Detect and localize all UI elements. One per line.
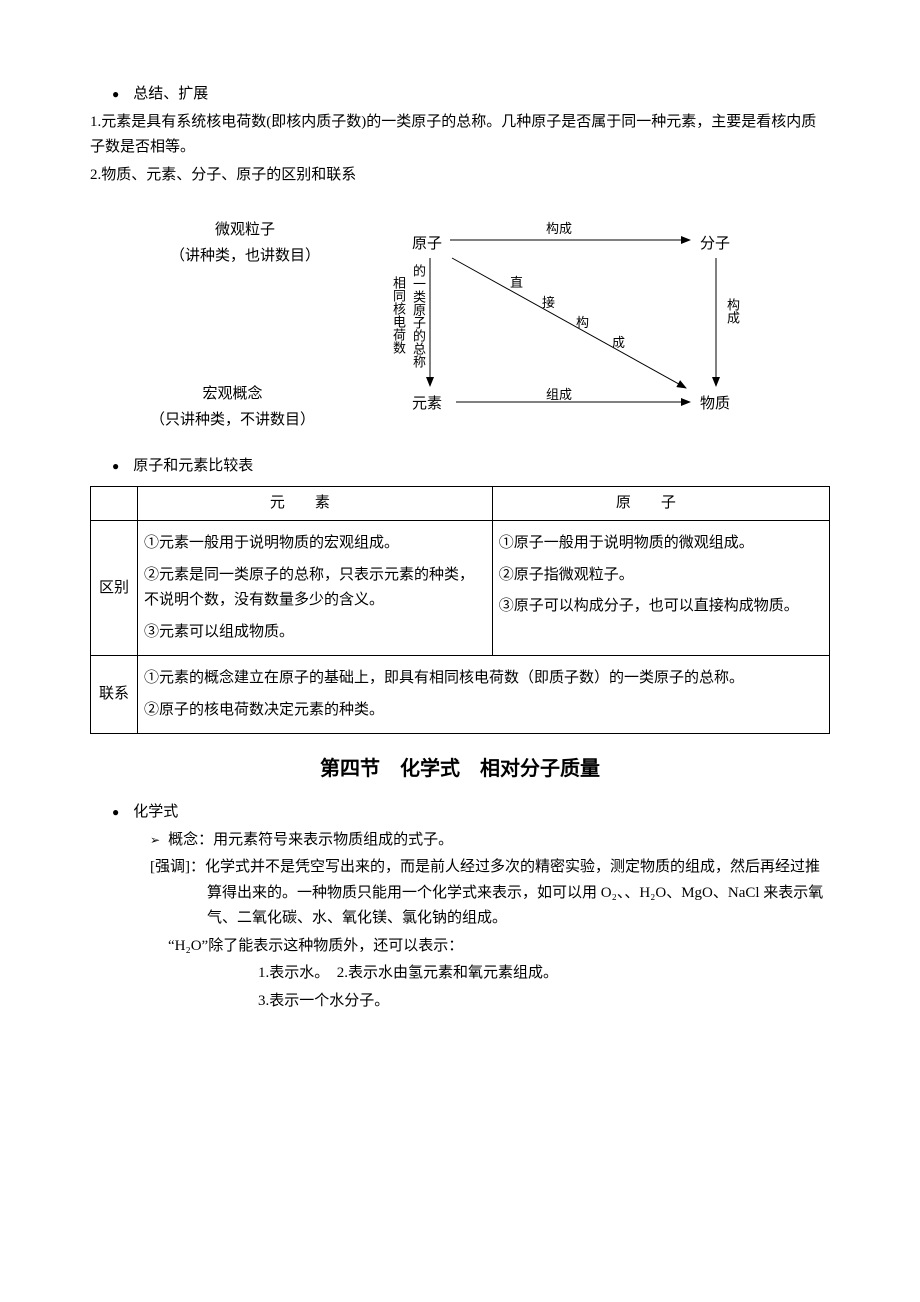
node-matter: 物质 [700,392,730,418]
edge-label-top: 构成 [546,218,572,240]
diagram-left-bot: 宏观概念 （只讲种类，不讲数目） [150,382,315,433]
diff-elem-b: ②元素是同一类原子的总称，只表示元素的种类，不说明个数，没有数量多少的含义。 [144,563,486,614]
summary-p1-text: 1.元素是具有系统核电荷数(即核内质子数)的一类原子的总称。几种原子是否属于同一… [90,114,816,156]
diagram-left-top-2: （讲种类，也讲数目） [170,248,320,264]
diff-atom-b: ②原子指微观粒子。 [499,563,823,589]
table-row: 联系 ①元素的概念建立在原子的基础上，即具有相同核电荷数（即质子数）的一类原子的… [91,656,830,734]
formula-concept-row: ➢ 概念：用元素符号来表示物质组成的式子。 [150,828,830,854]
table-row: 区别 ①元素一般用于说明物质的宏观组成。 ②元素是同一类原子的总称，只表示元素的… [91,521,830,656]
diff-atom-c: ③原子可以构成分子，也可以直接构成物质。 [499,594,823,620]
cell-diff-atom: ①原子一般用于说明物质的微观组成。 ②原子指微观粒子。 ③原子可以构成分子，也可… [492,521,829,656]
diag-d1: 直 [510,272,523,294]
emphasis-body: 化学式并不是凭空写出来的，而是前人经过多次的精密实验，测定物质的组成，然后再经过… [205,859,823,926]
emphasis-label: [强调]： [150,859,205,875]
formula-heading: 化学式 [133,800,178,826]
node-molecule: 分子 [700,232,730,258]
summary-p2: 2.物质、元素、分子、原子的区别和联系 [90,163,830,189]
emphasis-block: [强调]：化学式并不是凭空写出来的，而是前人经过多次的精密实验，测定物质的组成，… [150,855,830,932]
edge-label-bottom: 组成 [546,384,572,406]
summary-heading-row: ● 总结、扩展 [90,82,830,108]
table-row: 元素 原子 [91,486,830,521]
bullet-icon: ● [112,802,119,822]
col-header-atom: 原子 [492,486,829,521]
diagram-left-bot-2: （只讲种类，不讲数目） [150,412,315,428]
rowhdr-diff-text: 区别 [99,580,129,596]
triangle-icon: ➢ [150,830,160,850]
vtext-right: 构成 [724,298,739,324]
diff-atom-a: ①原子一般用于说明物质的微观组成。 [499,531,823,557]
corner-cell [91,486,138,521]
rowhdr-rel: 联系 [91,656,138,734]
cell-diff-element: ①元素一般用于说明物质的宏观组成。 ②元素是同一类原子的总称，只表示元素的种类，… [138,521,493,656]
node-atom: 原子 [412,232,442,258]
rowhdr-rel-text: 联系 [99,686,129,702]
diff-elem-a: ①元素一般用于说明物质的宏观组成。 [144,531,486,557]
concept-diagram: 微观粒子 （讲种类，也讲数目） 宏观概念 （只讲种类，不讲数目） 原子 分子 元… [90,206,830,436]
summary-heading: 总结、扩展 [133,82,208,108]
vtext-col2: 的一类原子的总称 [410,264,425,368]
rel-a: ①元素的概念建立在原子的基础上，即具有相同核电荷数（即质子数）的一类原子的总称。 [144,666,823,692]
h2o-list-12: 1.表示水。 2.表示水由氢元素和氧元素组成。 [258,961,830,987]
rowhdr-diff: 区别 [91,521,138,656]
h2o-line: “H₂O”除了能表示这种物质外，还可以表示： [168,934,830,960]
summary-p1: 1.元素是具有系统核电荷数(即核内质子数)的一类原子的总称。几种原子是否属于同一… [90,110,830,161]
compare-heading-row: ● 原子和元素比较表 [90,454,830,480]
compare-table: 元素 原子 区别 ①元素一般用于说明物质的宏观组成。 ②元素是同一类原子的总称，… [90,486,830,735]
diff-elem-c: ③元素可以组成物质。 [144,620,486,646]
diagram-left-bot-1: 宏观概念 [203,386,263,402]
formula-heading-row: ● 化学式 [90,800,830,826]
diagram-left-top: 微观粒子 （讲种类，也讲数目） [170,218,320,269]
diagram-left-top-1: 微观粒子 [215,222,275,238]
col-header-element: 元素 [138,486,493,521]
diag-d2: 接 [542,292,555,314]
node-element: 元素 [412,392,442,418]
compare-heading: 原子和元素比较表 [133,454,253,480]
formula-concept: 概念：用元素符号来表示物质组成的式子。 [168,828,453,854]
bullet-icon: ● [112,456,119,476]
summary-p2-text: 2.物质、元素、分子、原子的区别和联系 [90,167,356,183]
vtext-col1: 相同核电荷数 [390,276,405,354]
diag-d3: 构 [576,312,589,334]
h2o-list-3: 3.表示一个水分子。 [258,989,830,1015]
cell-relation: ①元素的概念建立在原子的基础上，即具有相同核电荷数（即质子数）的一类原子的总称。… [138,656,830,734]
diag-d4: 成 [612,332,625,354]
section-4-title: 第四节 化学式 相对分子质量 [90,752,830,786]
rel-b: ②原子的核电荷数决定元素的种类。 [144,698,823,724]
bullet-icon: ● [112,84,119,104]
